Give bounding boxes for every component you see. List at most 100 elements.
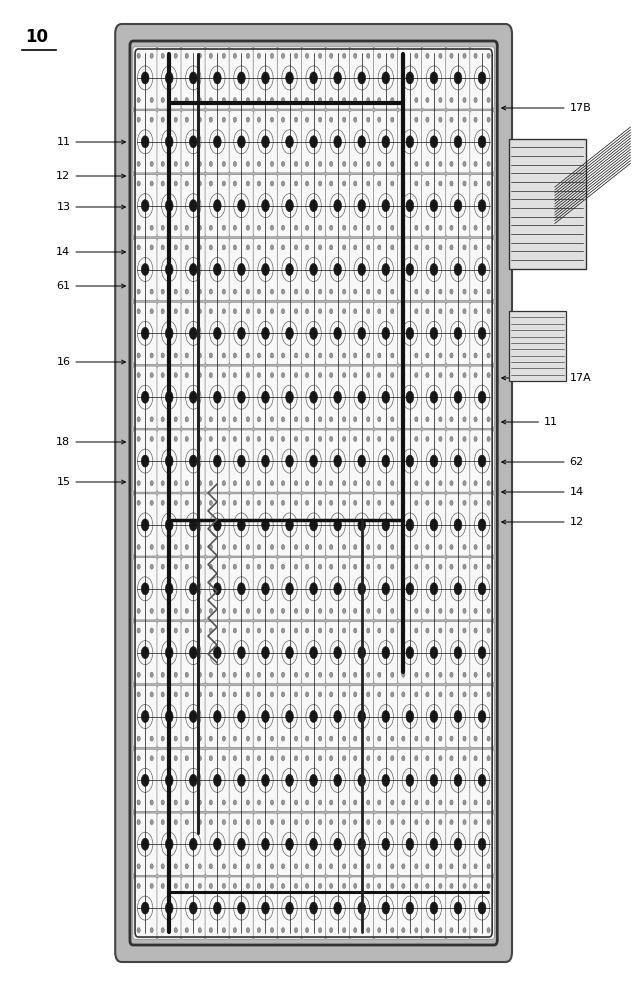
Text: 17A: 17A xyxy=(502,373,591,383)
Circle shape xyxy=(358,710,365,722)
Circle shape xyxy=(282,353,285,358)
Circle shape xyxy=(282,481,285,486)
Circle shape xyxy=(257,608,260,613)
FancyBboxPatch shape xyxy=(253,558,278,620)
Circle shape xyxy=(474,883,477,888)
FancyBboxPatch shape xyxy=(325,494,350,556)
Circle shape xyxy=(246,628,250,633)
Circle shape xyxy=(137,53,140,58)
Circle shape xyxy=(185,481,188,486)
Circle shape xyxy=(246,373,250,378)
Circle shape xyxy=(222,161,225,166)
Circle shape xyxy=(463,481,466,486)
Circle shape xyxy=(161,245,164,250)
Circle shape xyxy=(342,373,346,378)
Circle shape xyxy=(330,353,333,358)
Circle shape xyxy=(198,53,202,58)
Circle shape xyxy=(257,245,260,250)
Circle shape xyxy=(222,736,225,741)
FancyBboxPatch shape xyxy=(277,238,302,301)
Circle shape xyxy=(415,181,418,186)
Circle shape xyxy=(378,98,381,103)
Circle shape xyxy=(390,608,394,613)
Circle shape xyxy=(246,309,250,314)
Circle shape xyxy=(430,583,438,595)
Circle shape xyxy=(426,692,429,697)
Circle shape xyxy=(390,309,394,314)
FancyBboxPatch shape xyxy=(253,494,278,556)
Circle shape xyxy=(342,309,346,314)
Circle shape xyxy=(342,481,346,486)
FancyBboxPatch shape xyxy=(325,430,350,492)
Circle shape xyxy=(141,583,149,595)
Circle shape xyxy=(185,608,188,613)
Circle shape xyxy=(430,327,438,339)
Circle shape xyxy=(406,200,413,212)
Circle shape xyxy=(402,800,405,805)
Circle shape xyxy=(270,417,273,422)
Circle shape xyxy=(257,672,260,677)
Circle shape xyxy=(305,500,308,505)
Circle shape xyxy=(426,864,429,869)
Circle shape xyxy=(439,545,442,550)
Circle shape xyxy=(319,373,322,378)
Circle shape xyxy=(209,436,212,441)
Circle shape xyxy=(402,373,405,378)
Circle shape xyxy=(426,309,429,314)
Circle shape xyxy=(454,902,462,914)
Circle shape xyxy=(382,710,390,722)
Circle shape xyxy=(237,72,245,84)
Circle shape xyxy=(285,327,293,339)
FancyBboxPatch shape xyxy=(229,877,253,939)
Circle shape xyxy=(257,98,260,103)
Text: 12: 12 xyxy=(502,517,584,527)
Circle shape xyxy=(294,481,298,486)
Circle shape xyxy=(426,98,429,103)
FancyBboxPatch shape xyxy=(301,749,326,811)
Circle shape xyxy=(234,736,237,741)
FancyBboxPatch shape xyxy=(157,111,182,173)
Circle shape xyxy=(246,289,250,294)
Circle shape xyxy=(150,545,153,550)
Text: 11: 11 xyxy=(502,417,558,427)
Circle shape xyxy=(463,181,466,186)
Circle shape xyxy=(342,500,346,505)
Circle shape xyxy=(330,800,333,805)
Circle shape xyxy=(137,608,140,613)
Circle shape xyxy=(214,583,221,595)
Circle shape xyxy=(189,647,197,659)
Circle shape xyxy=(174,928,177,933)
Circle shape xyxy=(234,353,237,358)
Circle shape xyxy=(294,98,298,103)
Circle shape xyxy=(342,736,346,741)
Circle shape xyxy=(319,883,322,888)
FancyBboxPatch shape xyxy=(205,47,230,109)
Circle shape xyxy=(282,608,285,613)
Circle shape xyxy=(354,353,357,358)
Circle shape xyxy=(246,53,250,58)
Circle shape xyxy=(282,736,285,741)
Circle shape xyxy=(270,800,273,805)
Circle shape xyxy=(305,53,308,58)
Circle shape xyxy=(270,481,273,486)
Circle shape xyxy=(330,864,333,869)
Circle shape xyxy=(137,98,140,103)
Circle shape xyxy=(406,72,413,84)
Circle shape xyxy=(463,245,466,250)
Circle shape xyxy=(262,774,269,786)
Circle shape xyxy=(415,545,418,550)
FancyBboxPatch shape xyxy=(157,175,182,237)
Circle shape xyxy=(270,820,273,825)
Circle shape xyxy=(161,883,164,888)
Circle shape xyxy=(430,774,438,786)
Circle shape xyxy=(474,289,477,294)
Circle shape xyxy=(257,883,260,888)
FancyBboxPatch shape xyxy=(422,366,446,428)
Circle shape xyxy=(209,628,212,633)
Circle shape xyxy=(257,117,260,122)
Circle shape xyxy=(390,53,394,58)
FancyBboxPatch shape xyxy=(349,877,374,939)
Circle shape xyxy=(137,289,140,294)
FancyBboxPatch shape xyxy=(229,366,253,428)
Circle shape xyxy=(378,736,381,741)
